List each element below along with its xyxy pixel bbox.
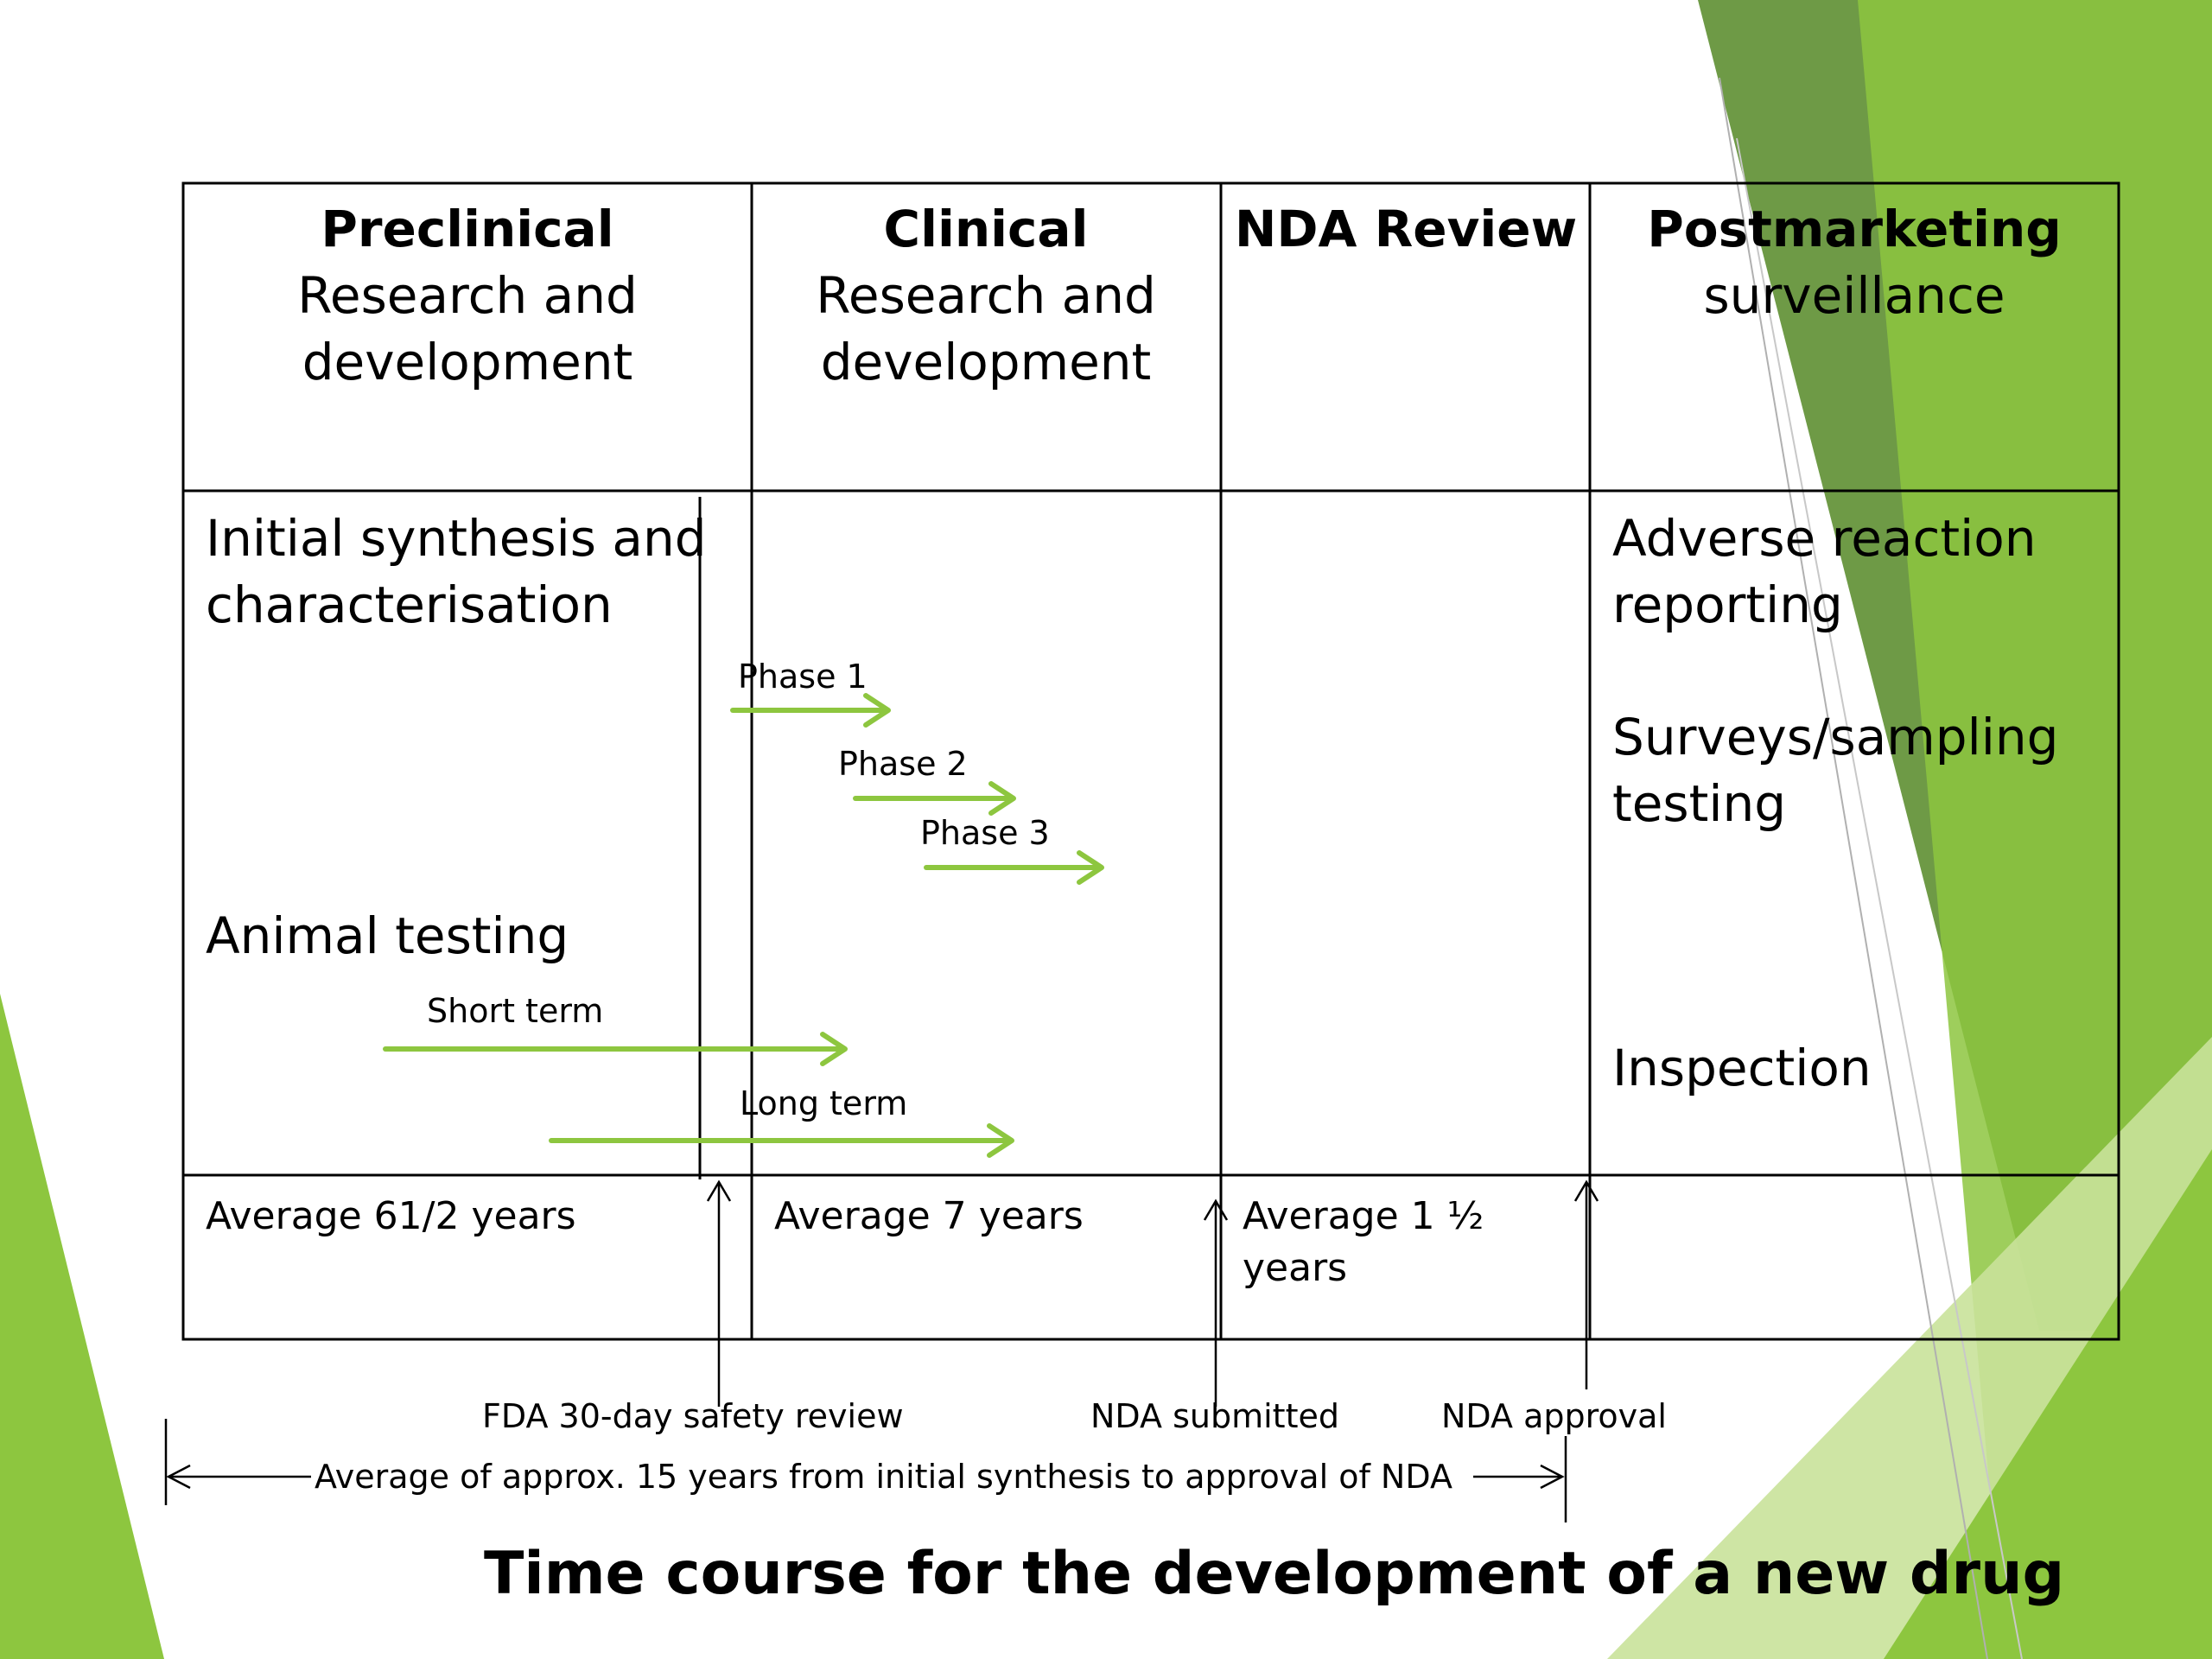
header-clinical: Clinical Research and development xyxy=(727,196,1245,396)
header-clinical-line3: development xyxy=(820,333,1152,391)
header-preclinical-line2: Research and xyxy=(297,266,638,325)
header-clinical-line2: Research and xyxy=(816,266,1156,325)
duration-preclinical: Average 61/2 years xyxy=(206,1194,576,1238)
nda-approval-label: NDA approval xyxy=(1441,1397,1667,1435)
duration-nda: Average 1 ½ years xyxy=(1243,1191,1484,1294)
phase-3-label: Phase 3 xyxy=(920,814,1050,852)
span-label: Average of approx. 15 years from initial… xyxy=(315,1458,1452,1496)
header-preclinical-title: Preclinical xyxy=(321,200,614,258)
inspection-label: Inspection xyxy=(1612,1039,1872,1097)
left-green-triangle xyxy=(0,994,164,1659)
duration-clinical: Average 7 years xyxy=(774,1194,1084,1238)
fda-review-label: FDA 30-day safety review xyxy=(482,1397,904,1435)
adverse-reaction-line2: reporting xyxy=(1612,575,1843,634)
header-nda-review-title: NDA Review xyxy=(1234,200,1578,258)
adverse-reaction-line1: Adverse reaction xyxy=(1612,509,2037,568)
animal-testing-label: Animal testing xyxy=(206,906,569,965)
header-nda-review: NDA Review xyxy=(1147,196,1665,263)
synthesis-line1: Initial synthesis and xyxy=(206,509,707,568)
surveys-line1: Surveys/sampling xyxy=(1612,708,2059,766)
surveys-line2: testing xyxy=(1612,774,1787,833)
header-preclinical-line3: development xyxy=(302,333,633,391)
nda-submitted-label: NDA submitted xyxy=(1090,1397,1339,1435)
header-preclinical: Preclinical Research and development xyxy=(208,196,727,396)
duration-nda-line1: Average 1 ½ xyxy=(1243,1194,1484,1238)
slide-title: Time course for the development of a new… xyxy=(484,1540,2065,1608)
header-postmarketing: Postmarketing surveillance xyxy=(1595,196,2113,329)
long-term-label: Long term xyxy=(740,1084,908,1122)
duration-nda-line2: years xyxy=(1243,1246,1348,1290)
header-clinical-title: Clinical xyxy=(883,200,1089,258)
phase-1-label: Phase 1 xyxy=(738,658,868,696)
adverse-reaction-text: Adverse reaction reporting xyxy=(1612,505,2036,639)
short-term-label: Short term xyxy=(427,992,604,1030)
synthesis-line2: characterisation xyxy=(206,575,613,634)
synthesis-text: Initial synthesis and characterisation xyxy=(206,505,707,639)
phase-2-label: Phase 2 xyxy=(838,745,968,783)
header-postmarketing-line2: surveillance xyxy=(1703,266,2005,325)
header-postmarketing-title: Postmarketing xyxy=(1647,200,2062,258)
surveys-text: Surveys/sampling testing xyxy=(1612,704,2058,837)
